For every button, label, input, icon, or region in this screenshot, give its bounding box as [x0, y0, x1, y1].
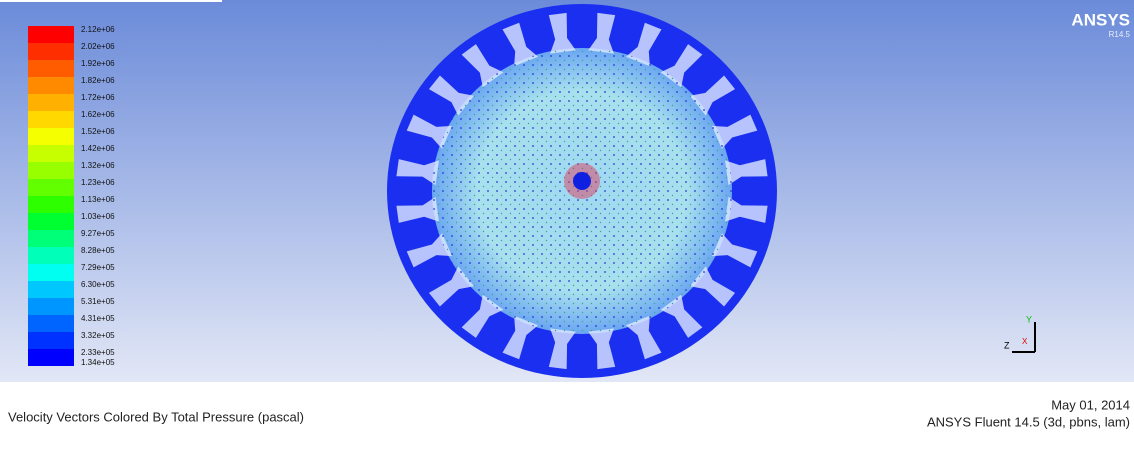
color-band — [28, 298, 74, 315]
color-band — [28, 128, 74, 145]
legend-label: 9.27e+05 — [81, 229, 115, 238]
model-view — [387, 4, 777, 378]
date: May 01, 2014 — [1051, 397, 1130, 412]
color-band — [28, 213, 74, 230]
color-band — [28, 111, 74, 128]
legend-label: 1.92e+06 — [81, 59, 115, 68]
color-band — [28, 26, 74, 43]
legend-label: 1.32e+06 — [81, 161, 115, 170]
legend-label: 1.34e+05 — [81, 358, 115, 367]
legend-label: 1.23e+06 — [81, 178, 115, 187]
color-band — [28, 349, 74, 366]
color-band — [28, 60, 74, 77]
legend-label: 1.52e+06 — [81, 127, 115, 136]
legend-label: 1.62e+06 — [81, 110, 115, 119]
logo-version: R14.5 — [1109, 30, 1131, 39]
color-band — [28, 94, 74, 111]
legend-label: 5.31e+05 — [81, 297, 115, 306]
color-band — [28, 281, 74, 298]
fluent-window: 2.12e+06 2.02e+06 1.92e+06 1.82e+06 1.72e+06… — [0, 0, 1134, 454]
legend-label: 1.42e+06 — [81, 144, 115, 153]
color-band — [28, 162, 74, 179]
legend-label: 8.28e+05 — [81, 246, 115, 255]
axis-x-label: X — [1022, 337, 1028, 346]
legend-label: 1.13e+06 — [81, 195, 115, 204]
color-band — [28, 247, 74, 264]
legend-label: 1.03e+06 — [81, 212, 115, 221]
color-band — [28, 77, 74, 94]
color-band — [28, 332, 74, 349]
legend-label: 3.32e+05 — [81, 331, 115, 340]
legend-label: 2.33e+05 — [81, 348, 115, 357]
legend-label: 1.72e+06 — [81, 93, 115, 102]
legend-label: 2.02e+06 — [81, 42, 115, 51]
axis-z-label: Z — [1004, 340, 1010, 350]
hub — [573, 172, 591, 190]
color-band — [28, 315, 74, 332]
logo-title: ANSYS — [1071, 10, 1130, 29]
color-band — [28, 264, 74, 281]
color-band — [28, 145, 74, 162]
legend-label: 1.82e+06 — [81, 76, 115, 85]
color-band — [28, 196, 74, 213]
color-band — [28, 43, 74, 60]
legend-label: 7.29e+05 — [81, 263, 115, 272]
solver-version: ANSYS Fluent 14.5 (3d, pbns, lam) — [927, 414, 1130, 429]
color-legend: 2.12e+06 2.02e+06 1.92e+06 1.82e+06 1.72e+06… — [28, 25, 115, 367]
caption: Velocity Vectors Colored By Total Pressu… — [8, 409, 304, 424]
color-band — [28, 179, 74, 196]
legend-label: 2.12e+06 — [81, 25, 115, 34]
page: 2.12e+06 2.02e+06 1.92e+06 1.82e+06 1.72e+06… — [0, 0, 1134, 459]
legend-label: 4.31e+05 — [81, 314, 115, 323]
axis-y-label: Y — [1026, 314, 1032, 324]
color-band — [28, 230, 74, 247]
legend-label: 6.30e+05 — [81, 280, 115, 289]
